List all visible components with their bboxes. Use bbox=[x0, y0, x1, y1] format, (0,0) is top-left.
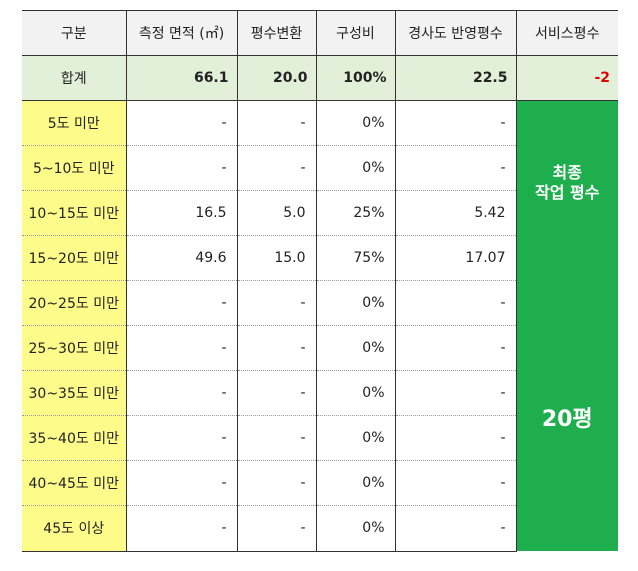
row-area: - bbox=[125, 415, 237, 461]
final-label: 최종 작업 평수 bbox=[517, 163, 619, 203]
total-label: 합계 bbox=[22, 55, 126, 101]
table-row: 45도 이상 - - 0% - bbox=[22, 505, 618, 552]
row-slope-pyeong: - bbox=[394, 99, 516, 146]
total-pyeong: 20.0 bbox=[236, 55, 316, 101]
row-area: - bbox=[125, 325, 237, 371]
row-label: 20~25도 미만 bbox=[22, 280, 126, 326]
final-value: 20평 bbox=[541, 407, 593, 432]
row-label: 30~35도 미만 bbox=[22, 370, 126, 416]
row-pyeong: - bbox=[236, 145, 316, 191]
row-ratio: 0% bbox=[315, 460, 395, 506]
total-slope-pyeong: 22.5 bbox=[394, 55, 516, 101]
header-measured-area: 측정 면적 (㎡) bbox=[125, 10, 237, 56]
row-slope-pyeong: 17.07 bbox=[394, 235, 516, 281]
total-service-pyeong: -2 bbox=[515, 55, 618, 101]
table-row: 5도 미만 - - 0% - 최종 작업 평수 20평 bbox=[22, 99, 618, 551]
row-pyeong: - bbox=[236, 370, 316, 416]
row-ratio: 0% bbox=[315, 370, 395, 416]
row-pyeong: 15.0 bbox=[236, 235, 316, 281]
row-slope-pyeong: - bbox=[394, 145, 516, 191]
row-label: 15~20도 미만 bbox=[22, 235, 126, 281]
slope-area-table: 구분 측정 면적 (㎡) 평수변환 구성비 경사도 반영평수 서비스평수 합계 … bbox=[22, 10, 618, 552]
table-row: 20~25도 미만 - - 0% - bbox=[22, 280, 618, 326]
total-row: 합계 66.1 20.0 100% 22.5 -2 bbox=[22, 55, 618, 101]
row-pyeong: - bbox=[236, 415, 316, 461]
total-ratio: 100% bbox=[315, 55, 395, 101]
header-pyeong-conversion: 평수변환 bbox=[236, 10, 316, 56]
row-label: 45도 이상 bbox=[22, 505, 126, 552]
row-label: 25~30도 미만 bbox=[22, 325, 126, 371]
row-label: 40~45도 미만 bbox=[22, 460, 126, 506]
final-label-line2: 작업 평수 bbox=[535, 183, 600, 202]
row-pyeong: - bbox=[236, 505, 316, 552]
row-ratio: 25% bbox=[315, 190, 395, 236]
row-pyeong: - bbox=[236, 280, 316, 326]
table-row: 15~20도 미만 49.6 15.0 75% 17.07 bbox=[22, 235, 618, 281]
row-label: 5도 미만 bbox=[22, 99, 126, 146]
row-area: 16.5 bbox=[125, 190, 237, 236]
row-label: 5~10도 미만 bbox=[22, 145, 126, 191]
row-pyeong: - bbox=[236, 99, 316, 146]
row-area: - bbox=[125, 145, 237, 191]
table-row: 35~40도 미만 - - 0% - bbox=[22, 415, 618, 461]
row-slope-pyeong: - bbox=[394, 460, 516, 506]
row-slope-pyeong: - bbox=[394, 325, 516, 371]
total-area: 66.1 bbox=[125, 55, 237, 101]
table-row: 5~10도 미만 - - 0% - bbox=[22, 145, 618, 191]
final-work-pyeong-cell: 최종 작업 평수 20평 bbox=[515, 100, 619, 551]
row-ratio: 0% bbox=[315, 99, 395, 146]
header-service-pyeong: 서비스평수 bbox=[515, 10, 618, 56]
row-ratio: 0% bbox=[315, 415, 395, 461]
row-area: - bbox=[125, 370, 237, 416]
row-area: - bbox=[125, 505, 237, 552]
row-area: - bbox=[125, 99, 237, 146]
row-slope-pyeong: - bbox=[394, 370, 516, 416]
row-ratio: 0% bbox=[315, 145, 395, 191]
table-row: 10~15도 미만 16.5 5.0 25% 5.42 bbox=[22, 190, 618, 236]
row-area: 49.6 bbox=[125, 235, 237, 281]
row-slope-pyeong: 5.42 bbox=[394, 190, 516, 236]
row-pyeong: - bbox=[236, 460, 316, 506]
row-slope-pyeong: - bbox=[394, 505, 516, 552]
row-ratio: 0% bbox=[315, 505, 395, 552]
header-row: 구분 측정 면적 (㎡) 평수변환 구성비 경사도 반영평수 서비스평수 bbox=[22, 10, 618, 56]
header-composition-ratio: 구성비 bbox=[315, 10, 395, 56]
table-row: 30~35도 미만 - - 0% - bbox=[22, 370, 618, 416]
table-row: 25~30도 미만 - - 0% - bbox=[22, 325, 618, 371]
row-label: 10~15도 미만 bbox=[22, 190, 126, 236]
row-label: 35~40도 미만 bbox=[22, 415, 126, 461]
header-slope-pyeong: 경사도 반영평수 bbox=[394, 10, 516, 56]
row-ratio: 75% bbox=[315, 235, 395, 281]
final-label-line1: 최종 bbox=[552, 163, 582, 182]
row-pyeong: - bbox=[236, 325, 316, 371]
row-area: - bbox=[125, 460, 237, 506]
table-row: 40~45도 미만 - - 0% - bbox=[22, 460, 618, 506]
row-pyeong: 5.0 bbox=[236, 190, 316, 236]
row-ratio: 0% bbox=[315, 325, 395, 371]
row-area: - bbox=[125, 280, 237, 326]
row-slope-pyeong: - bbox=[394, 280, 516, 326]
row-ratio: 0% bbox=[315, 280, 395, 326]
header-category: 구분 bbox=[22, 10, 126, 56]
row-slope-pyeong: - bbox=[394, 415, 516, 461]
